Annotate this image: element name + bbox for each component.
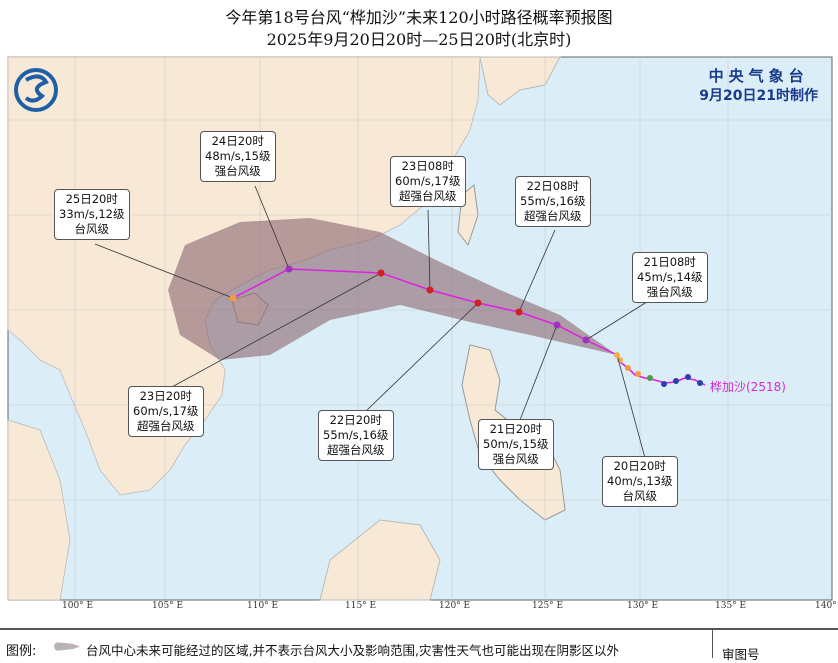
- forecast-label: 22日20时 55m/s,16级 超强台风级: [318, 410, 394, 461]
- issue-time: 9月20日21时制作: [699, 88, 818, 104]
- probability-cone: [168, 218, 617, 360]
- past-track-points: [617, 357, 703, 387]
- forecast-label: 21日08时 45m/s,14级 强台风级: [632, 252, 708, 303]
- forecast-label: 24日20时 48m/s,15级 强台风级: [200, 131, 276, 182]
- legend: 图例: 台风中心未来可能经过的区域,并不表示台风大小及影响范围,灾害性天气也可能…: [0, 628, 838, 662]
- storm-name-label: 桦加沙(2518): [710, 380, 786, 394]
- longitude-label: 130° E: [627, 601, 659, 611]
- forecast-label: 25日20时 33m/s,12级 台风级: [54, 189, 130, 240]
- forecast-label: 22日08时 55m/s,16级 超强台风级: [515, 176, 591, 227]
- longitude-label: 105° E: [152, 601, 184, 611]
- longitude-label: 120° E: [439, 601, 471, 611]
- leader-lines: [94, 185, 651, 459]
- cma-logo: [14, 68, 58, 112]
- land-borneo: [319, 519, 441, 601]
- land-malay: [7, 419, 71, 601]
- forecast-label: 23日20时 60m/s,17级 超强台风级: [128, 386, 204, 437]
- forecast-label: 20日20时 40m/s,13级 台风级: [602, 456, 678, 507]
- map-subtitle: 2025年9月20日20时—25日20时(北京时): [266, 30, 572, 49]
- longitude-label: 100° E: [62, 601, 94, 611]
- longitude-label: 115° E: [345, 601, 377, 611]
- map-title: 今年第18号台风“桦加沙”未来120小时路径概率预报图: [225, 8, 613, 27]
- forecast-label: 23日08时 60m/s,17级 超强台风级: [390, 156, 466, 207]
- legend-heading: 图例:: [6, 644, 37, 659]
- longitude-label: 110° E: [247, 601, 279, 611]
- forecast-label: 21日20时 50m/s,15级 强台风级: [478, 419, 554, 470]
- forecast-points: [229, 265, 620, 358]
- cone-swatch-icon: [54, 642, 80, 651]
- typhoon-track-map: [7, 56, 833, 601]
- agency-stamp: 中央气象台 9月20日21时制作: [699, 66, 818, 106]
- legend-text: 台风中心未来可能经过的区域,并不表示台风大小及影响范围,灾害性天气也可能出现在阴…: [86, 643, 619, 658]
- map-approval-number: 审图号: [722, 647, 760, 662]
- legend-divider: [712, 630, 713, 658]
- land-korea-japan: [479, 56, 561, 106]
- longitude-label: 140°: [815, 601, 837, 611]
- longitude-label: 125° E: [532, 601, 564, 611]
- longitude-label: 135° E: [715, 601, 747, 611]
- agency-name: 中央气象台: [708, 67, 809, 85]
